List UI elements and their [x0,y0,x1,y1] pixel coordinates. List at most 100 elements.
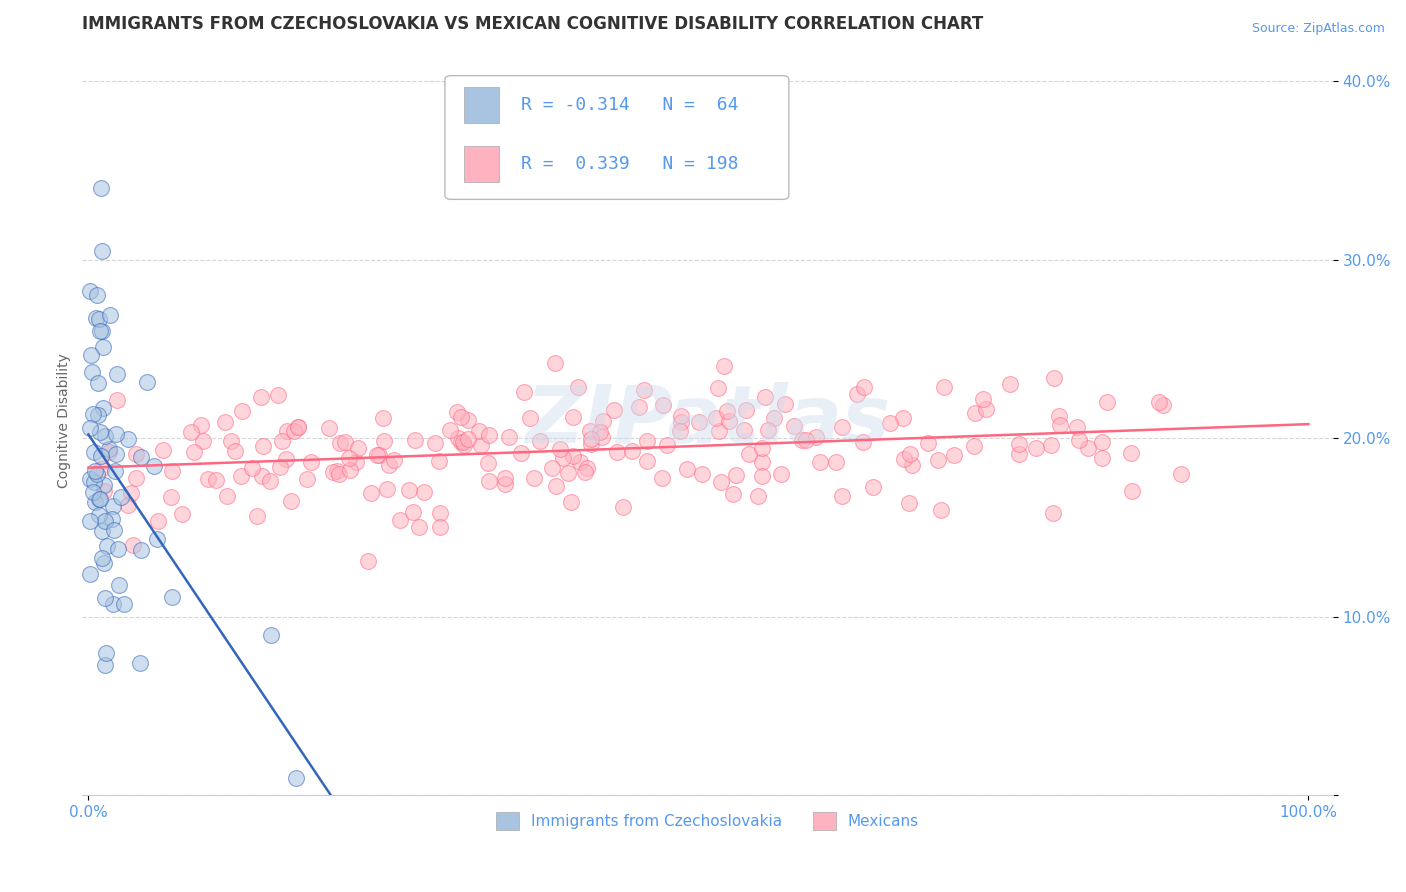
Point [287,419,309,434]
Point [84,495,107,509]
Point [80,365,103,379]
Point [252,439,274,453]
Point [540,461,562,475]
Point [190,418,212,433]
Point [831,489,853,503]
Point [1091,451,1114,466]
Point [112,597,135,611]
Point [1049,417,1071,432]
Point [1147,394,1170,409]
Point [879,416,901,430]
Text: Source: ZipAtlas.com: Source: ZipAtlas.com [1251,22,1385,36]
Point [783,419,806,434]
Point [1042,506,1064,520]
Point [804,429,827,443]
Point [710,475,733,489]
Point [751,455,773,469]
Point [214,415,236,429]
Point [451,434,474,449]
Point [91,524,114,539]
Point [676,462,699,476]
Point [852,434,875,449]
Point [284,771,307,785]
Point [84,464,107,478]
Point [108,578,131,592]
Point [425,435,447,450]
Point [260,627,283,641]
Point [90,449,112,463]
Point [427,454,450,468]
Point [91,340,114,354]
Point [148,514,170,528]
Point [105,392,128,407]
Point [375,482,398,496]
Point [1097,395,1119,409]
Point [747,489,769,503]
Point [769,467,792,481]
Point [1025,441,1047,455]
Point [457,432,479,446]
Point [652,398,675,412]
Point [824,455,846,469]
Point [84,311,107,326]
Point [83,475,105,490]
Point [90,550,112,565]
Point [270,434,292,449]
Point [963,439,986,453]
Point [470,438,492,452]
Point [229,468,252,483]
Point [82,484,104,499]
Point [636,454,658,468]
Point [592,414,614,428]
Point [170,507,193,521]
FancyBboxPatch shape [464,87,499,123]
Point [125,447,148,461]
Point [183,445,205,459]
Point [83,445,105,459]
Point [754,390,776,404]
Point [478,427,501,442]
Point [103,598,125,612]
Point [1008,447,1031,461]
Point [544,356,567,370]
Point [494,471,516,485]
Point [567,380,589,394]
Point [90,244,112,258]
Point [725,467,748,482]
Point [79,566,101,581]
Point [219,434,242,449]
Point [429,506,451,520]
Point [529,434,551,448]
Point [602,403,624,417]
Point [93,556,115,570]
Point [713,359,735,373]
Point [79,515,101,529]
Point [250,390,273,404]
Point [965,406,987,420]
Point [371,411,394,425]
Point [94,657,117,672]
Point [382,453,405,467]
Point [669,409,692,423]
Point [917,435,939,450]
Point [453,437,475,451]
Point [240,461,263,475]
Point [901,458,924,473]
Point [721,487,744,501]
Point [360,485,382,500]
Point [794,433,817,447]
Point [633,383,655,397]
Point [100,308,122,322]
Point [408,520,430,534]
Point [93,478,115,492]
Point [1170,467,1192,481]
Point [412,484,434,499]
Point [318,421,340,435]
Point [103,523,125,537]
Point [927,453,949,467]
Point [93,515,115,529]
Point [101,512,124,526]
Point [519,411,541,425]
Point [86,467,108,481]
Point [792,433,814,447]
